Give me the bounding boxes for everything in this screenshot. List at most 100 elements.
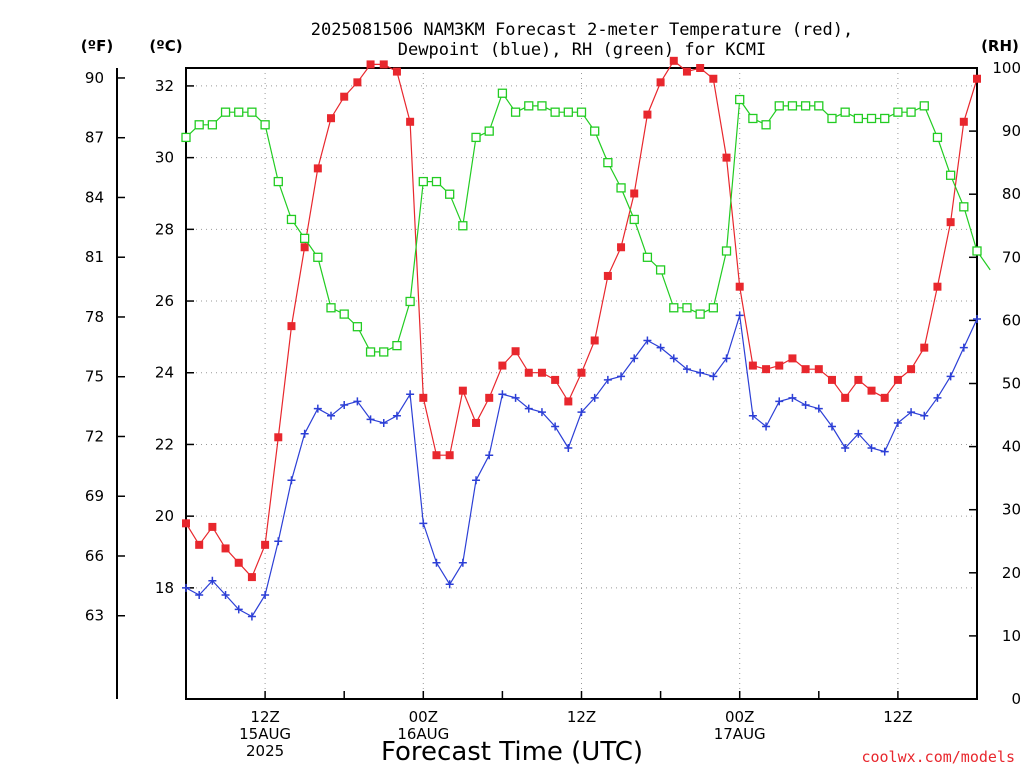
rh-point bbox=[682, 303, 692, 313]
temperature-point bbox=[669, 56, 678, 65]
temperature-point bbox=[788, 354, 797, 363]
dewpoint-point bbox=[867, 444, 876, 453]
dewpoint-point bbox=[208, 576, 217, 585]
dewpoint-point bbox=[801, 401, 810, 410]
time-tick-label: 16AUG bbox=[397, 725, 449, 743]
dewpoint-point bbox=[880, 447, 889, 456]
dewpoint-point bbox=[643, 336, 652, 345]
dewpoint-point bbox=[300, 429, 309, 438]
rh-point bbox=[893, 107, 903, 117]
fahrenheit-unit-label: (ºF) bbox=[81, 37, 113, 55]
time-tick-label: 17AUG bbox=[714, 725, 766, 743]
rh-point bbox=[445, 189, 455, 199]
rh-unit-label: (RH) bbox=[981, 37, 1019, 55]
dewpoint-point bbox=[511, 393, 520, 402]
rh-point bbox=[774, 101, 784, 111]
temperature-point bbox=[867, 386, 876, 395]
dewpoint-point bbox=[973, 314, 981, 323]
temperature-point bbox=[327, 114, 336, 123]
temperature-point bbox=[722, 153, 731, 162]
fahrenheit-tick-label: 63 bbox=[85, 607, 104, 625]
dewpoint-point bbox=[696, 368, 705, 377]
temperature-point bbox=[406, 117, 415, 126]
dewpoint-point bbox=[669, 354, 678, 363]
celsius-tick-label: 18 bbox=[155, 579, 174, 597]
dewpoint-point bbox=[537, 408, 546, 417]
temperature-point bbox=[261, 540, 270, 549]
temperature-point bbox=[775, 361, 784, 370]
temperature-point bbox=[313, 164, 322, 173]
dewpoint-point bbox=[656, 343, 665, 352]
temperature-point bbox=[854, 375, 863, 384]
rh-point bbox=[247, 107, 257, 117]
fahrenheit-tick-label: 87 bbox=[85, 129, 104, 147]
temperature-point bbox=[195, 540, 204, 549]
rh-point bbox=[484, 126, 494, 136]
dewpoint-point bbox=[617, 372, 626, 381]
rh-point bbox=[524, 101, 534, 111]
temperature-point bbox=[432, 451, 441, 460]
series-line-dewpoint bbox=[185, 315, 978, 618]
temperature-point bbox=[221, 544, 230, 553]
rh-point bbox=[642, 252, 653, 262]
rh-point bbox=[827, 113, 837, 124]
temperature-point bbox=[234, 558, 243, 567]
temperature-point bbox=[959, 117, 968, 126]
rh-tick-label: 40 bbox=[1002, 438, 1021, 456]
rh-point bbox=[576, 107, 587, 117]
dewpoint-point bbox=[472, 476, 481, 485]
rh-point bbox=[945, 170, 956, 180]
dewpoint-point bbox=[182, 583, 190, 592]
rh-point bbox=[853, 113, 863, 124]
temperature-point bbox=[814, 365, 823, 374]
dewpoint-point bbox=[722, 354, 731, 363]
series-layer bbox=[181, 56, 991, 621]
rh-point bbox=[207, 120, 218, 130]
celsius-tick-label: 32 bbox=[155, 77, 174, 95]
rh-point bbox=[418, 176, 428, 187]
time-tick-label: 2025 bbox=[246, 742, 284, 760]
temperature-point bbox=[247, 573, 256, 582]
fahrenheit-tick-label: 90 bbox=[85, 69, 104, 87]
temperature-point bbox=[682, 67, 691, 76]
temperature-point bbox=[458, 386, 467, 395]
temperature-point bbox=[762, 365, 771, 374]
fahrenheit-tick-label: 72 bbox=[85, 427, 104, 445]
dewpoint-point bbox=[814, 404, 823, 413]
dewpoint-point bbox=[907, 408, 916, 417]
dewpoint-point bbox=[445, 580, 454, 589]
celsius-tick-label: 20 bbox=[155, 507, 174, 525]
rh-point bbox=[471, 132, 481, 143]
temperature-point bbox=[748, 361, 757, 370]
celsius-tick-label: 24 bbox=[155, 364, 174, 382]
dewpoint-point bbox=[195, 591, 204, 600]
dewpoint-point bbox=[748, 411, 757, 420]
dewpoint-point bbox=[247, 612, 256, 621]
dewpoint-point bbox=[682, 365, 691, 374]
rh-point bbox=[800, 101, 811, 111]
time-tick-label: 00Z bbox=[409, 708, 438, 726]
dewpoint-point bbox=[419, 519, 428, 528]
dewpoint-point bbox=[762, 422, 771, 431]
temperature-point bbox=[524, 368, 533, 377]
rh-point bbox=[695, 309, 705, 319]
rh-point bbox=[313, 252, 323, 262]
rh-point bbox=[352, 322, 363, 332]
rh-point bbox=[286, 214, 297, 225]
dewpoint-point bbox=[854, 429, 863, 438]
rh-point bbox=[880, 113, 890, 124]
dewpoint-point bbox=[603, 375, 612, 384]
rh-point bbox=[906, 107, 916, 117]
temperature-point bbox=[841, 393, 850, 402]
dewpoint-point bbox=[788, 393, 797, 402]
rh-point bbox=[590, 126, 600, 136]
rh-point bbox=[537, 101, 547, 111]
rh-point bbox=[840, 107, 850, 117]
fahrenheit-tick-label: 84 bbox=[85, 188, 104, 206]
temperature-point bbox=[933, 282, 942, 291]
dewpoint-point bbox=[946, 372, 955, 381]
time-tick-label: 12Z bbox=[250, 708, 279, 726]
rh-tick-label: 100 bbox=[992, 59, 1021, 77]
dewpoint-point bbox=[524, 404, 533, 413]
rh-point bbox=[181, 132, 191, 143]
